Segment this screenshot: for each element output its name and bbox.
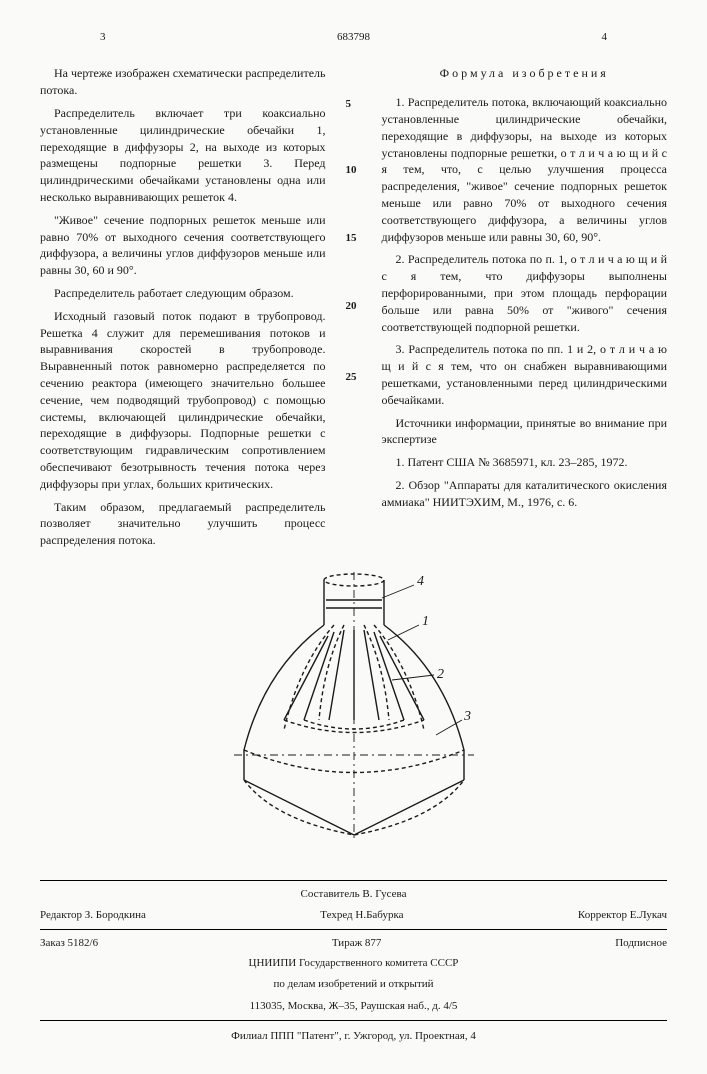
right-column: Формула изобретения 1. Распределитель по…: [382, 65, 668, 555]
marker-20: 20: [346, 299, 357, 314]
order-number: Заказ 5182/6: [40, 936, 98, 951]
fig-label-3: 3: [463, 709, 471, 724]
page-header: 3 683798 4: [40, 30, 667, 45]
document-number: 683798: [337, 30, 370, 45]
fig-label-2: 2: [437, 667, 444, 682]
page-number-left: 3: [100, 30, 106, 45]
address-line: 113035, Москва, Ж–35, Раушская наб., д. …: [40, 999, 667, 1014]
para: Таким образом, предлагаемый распределите…: [40, 499, 326, 549]
editor: Редактор З. Бородкина: [40, 908, 146, 923]
branch-line: Филиал ППП "Патент", г. Ужгород, ул. Про…: [40, 1029, 667, 1044]
order-row: Заказ 5182/6 Тираж 877 Подписное: [40, 936, 667, 951]
figure: 1 2 3 4: [40, 570, 667, 855]
claim: 3. Распределитель потока по пп. 1 и 2, о…: [382, 341, 668, 408]
claim: 2. Распределитель потока по п. 1, о т л …: [382, 251, 668, 335]
para: "Живое" сечение подпорных решеток меньше…: [40, 212, 326, 279]
org-line-1: ЦНИИПИ Государственного комитета СССР: [40, 956, 667, 971]
formula-title: Формула изобретения: [382, 65, 668, 82]
para: Распределитель работает следующим образо…: [40, 285, 326, 302]
fig-label-1: 1: [422, 614, 429, 629]
fig-label-4: 4: [417, 574, 424, 589]
marker-5: 5: [346, 97, 352, 112]
tirazh: Тираж 877: [332, 936, 382, 951]
org-line-2: по делам изобретений и открытий: [40, 977, 667, 992]
subscription: Подписное: [615, 936, 667, 951]
marker-15: 15: [346, 231, 357, 246]
marker-25: 25: [346, 370, 357, 385]
staff-row: Редактор З. Бородкина Техред Н.Бабурка К…: [40, 908, 667, 923]
line-markers: 5 10 15 20 25: [346, 65, 362, 555]
para: Распределитель включает три коаксиально …: [40, 105, 326, 206]
corrector: Корректор Е.Лукач: [578, 908, 667, 923]
para: Исходный газовый поток подают в трубопро…: [40, 308, 326, 493]
page-number-right: 4: [602, 30, 608, 45]
claim: 1. Распределитель потока, включающий коа…: [382, 94, 668, 245]
para: На чертеже изображен схематически распре…: [40, 65, 326, 99]
colophon: Составитель В. Гусева Редактор З. Бородк…: [40, 880, 667, 1045]
compiler-line: Составитель В. Гусева: [40, 887, 667, 902]
diffuser-diagram-svg: 1 2 3 4: [204, 570, 504, 850]
sources-heading: Источники информации, принятые во вниман…: [382, 415, 668, 449]
marker-10: 10: [346, 163, 357, 178]
tech-editor: Техред Н.Бабурка: [320, 908, 403, 923]
left-column: На чертеже изображен схематически распре…: [40, 65, 326, 555]
source-item: 2. Обзор "Аппараты для каталитического о…: [382, 477, 668, 511]
text-columns: На чертеже изображен схематически распре…: [40, 65, 667, 555]
source-item: 1. Патент США № 3685971, кл. 23–285, 197…: [382, 454, 668, 471]
